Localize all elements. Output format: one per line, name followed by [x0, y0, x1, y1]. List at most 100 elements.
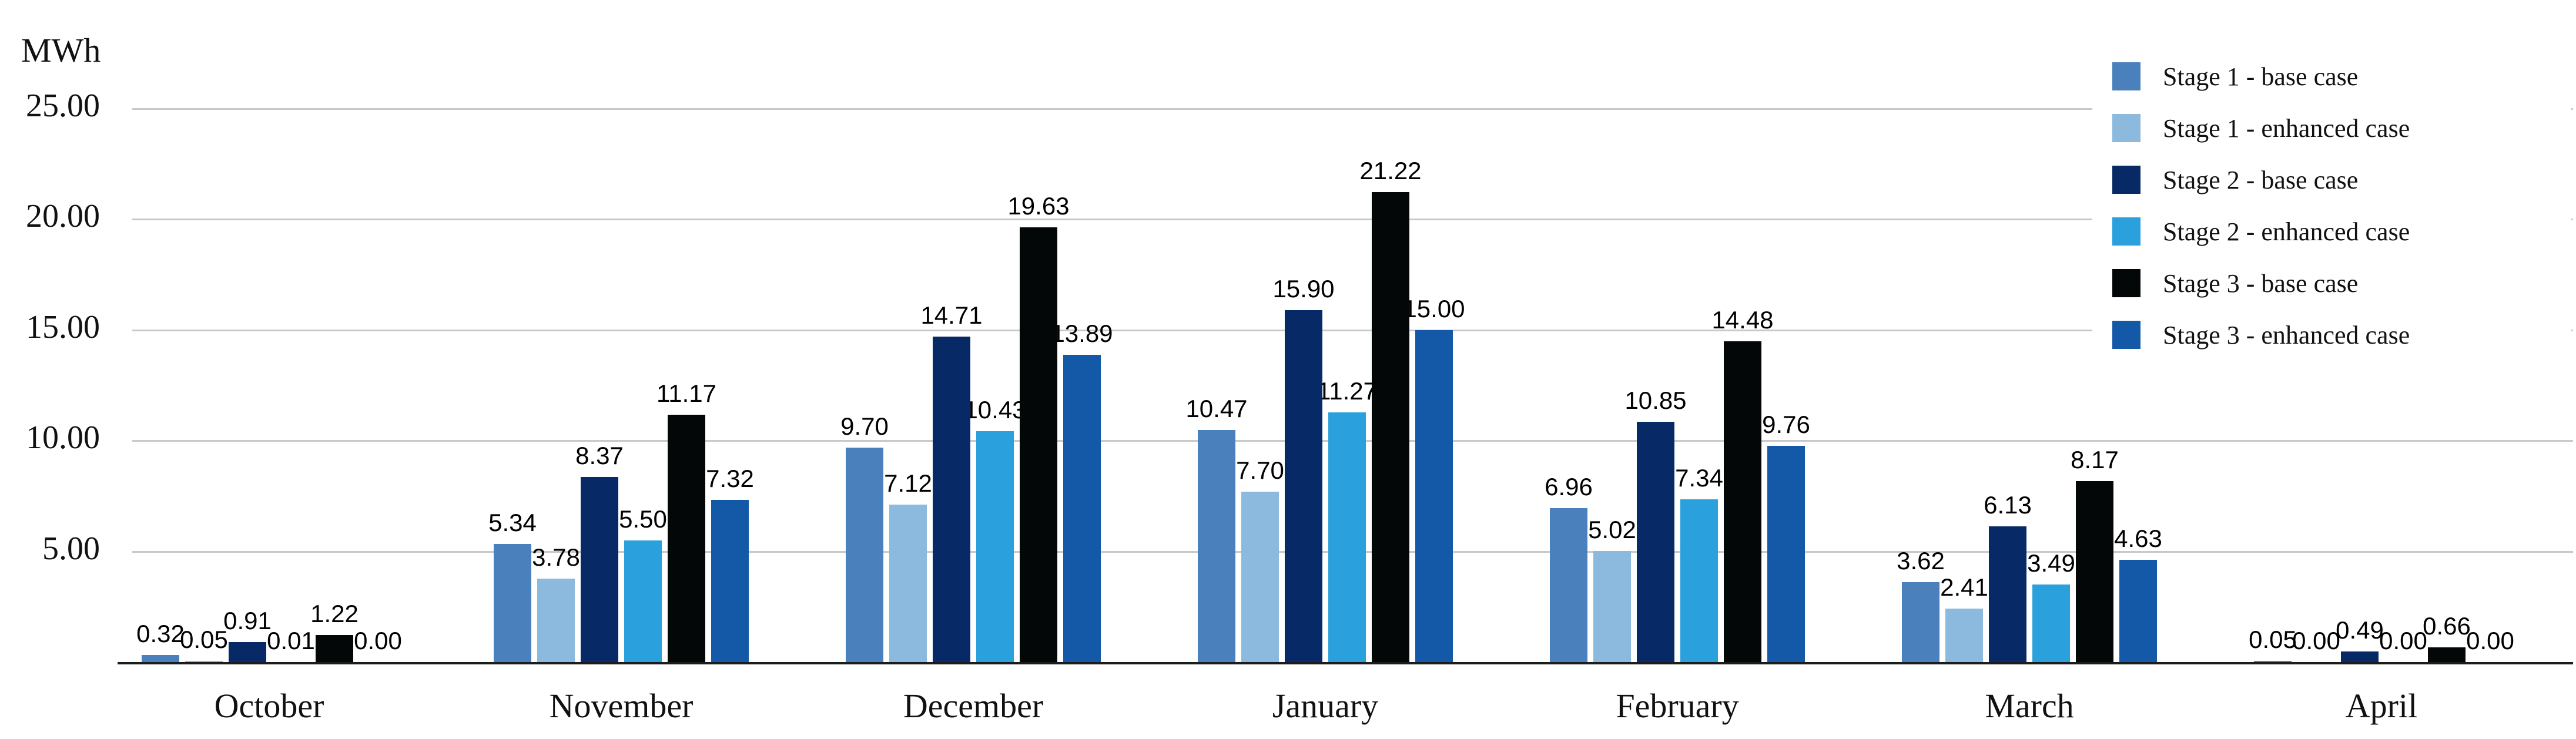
legend: Stage 1 - base case Stage 1 - enhanced ca…: [2092, 31, 2571, 354]
bar-value-label: 11.27: [1317, 377, 1377, 405]
bar-value-label: 7.12: [884, 469, 932, 497]
bar: [2254, 661, 2292, 662]
bar: [846, 448, 883, 662]
bar: [1198, 430, 1235, 662]
bar-value-label: 6.13: [1984, 491, 2032, 519]
bar-value-label: 0.00: [2292, 627, 2340, 654]
bar-value-label: 9.70: [840, 412, 889, 440]
legend-item: Stage 3 - base case: [2092, 257, 2571, 309]
bar: [1724, 341, 1761, 662]
bar-value-label: 4.63: [2114, 525, 2162, 552]
legend-label: Stage 3 - base case: [2163, 268, 2359, 298]
bar-value-label: 1.22: [310, 600, 359, 627]
bar: [976, 431, 1014, 662]
bar-value-label: 9.76: [1762, 411, 1810, 438]
x-axis-category-label: November: [549, 687, 694, 725]
bar-value-label: 8.17: [2071, 446, 2119, 473]
bar-value-label: 0.00: [354, 627, 402, 654]
bar-value-label: 10.85: [1624, 387, 1687, 414]
bar-value-label: 10.43: [964, 396, 1026, 424]
bar-value-label: 3.78: [532, 543, 580, 571]
bar: [1945, 609, 1983, 662]
bar-value-label: 0.05: [2249, 626, 2297, 653]
legend-item: Stage 2 - enhanced case: [2092, 206, 2571, 257]
bar: [2032, 585, 2070, 662]
bar: [711, 500, 749, 662]
bar-value-label: 0.66: [2423, 612, 2471, 640]
legend-item: Stage 1 - base case: [2092, 51, 2571, 102]
bar-value-label: 5.34: [488, 509, 537, 536]
bar: [1593, 551, 1631, 662]
bar: [1285, 310, 1322, 662]
legend-swatch: [2112, 321, 2140, 349]
legend-label: Stage 2 - base case: [2163, 165, 2359, 194]
bar-value-label: 7.70: [1236, 456, 1284, 484]
bar: [1372, 192, 1409, 662]
legend-swatch: [2112, 217, 2140, 246]
bar: [1063, 355, 1101, 662]
bar: [1550, 508, 1587, 662]
bar: [229, 642, 266, 662]
bar: [494, 544, 531, 662]
bar-value-label: 7.34: [1675, 464, 1723, 492]
legend-item: Stage 3 - enhanced case: [2092, 309, 2571, 361]
bar-value-label: 10.47: [1185, 395, 1248, 422]
bar-value-label: 3.62: [1897, 547, 1945, 575]
bar: [1637, 422, 1674, 662]
legend-label: Stage 2 - enhanced case: [2163, 217, 2410, 246]
bar: [1902, 582, 1939, 662]
bar-value-label: 14.71: [920, 301, 983, 329]
bar-value-label: 7.32: [706, 465, 754, 492]
bar: [185, 661, 223, 662]
bar: [1328, 412, 1366, 662]
bar: [624, 540, 662, 662]
bar-value-label: 14.48: [1711, 306, 1774, 334]
legend-label: Stage 1 - enhanced case: [2163, 113, 2410, 143]
legend-swatch: [2112, 114, 2140, 142]
bar-value-label: 6.96: [1545, 473, 1593, 500]
bar: [1020, 227, 1057, 662]
bar: [142, 655, 179, 662]
bar-value-label: 0.32: [136, 620, 185, 647]
bar: [2076, 481, 2113, 662]
legend-swatch: [2112, 269, 2140, 297]
y-axis-tick-label: 5.00: [42, 530, 100, 567]
x-axis-category-label: March: [1985, 687, 2074, 725]
y-axis-tick-label: 25.00: [26, 88, 100, 124]
bar: [2119, 560, 2157, 662]
bar: [316, 635, 353, 662]
gridline: [132, 108, 2573, 110]
y-axis-unit-label: MWh: [21, 31, 101, 69]
bar-value-label: 0.01: [267, 627, 315, 654]
gridline: [132, 219, 2573, 221]
legend-swatch: [2112, 166, 2140, 194]
bar-value-label: 2.41: [1940, 573, 1988, 601]
x-axis-category-label: December: [903, 687, 1044, 725]
bar: [889, 505, 927, 662]
y-axis-tick-label: 20.00: [26, 198, 100, 235]
bar-value-label: 0.00: [2466, 627, 2514, 654]
x-axis-category-label: February: [1616, 687, 1739, 725]
bar-value-label: 19.63: [1007, 192, 1070, 220]
legend-label: Stage 1 - base case: [2163, 62, 2359, 91]
bar-value-label: 0.91: [223, 607, 272, 634]
bar: [668, 415, 705, 662]
bar: [2341, 651, 2379, 662]
bar-value-label: 11.17: [656, 379, 716, 407]
bar: [1767, 446, 1805, 662]
bar: [1680, 499, 1718, 662]
legend-item: Stage 1 - enhanced case: [2092, 102, 2571, 154]
bar-value-label: 8.37: [575, 442, 624, 469]
bar-value-label: 21.22: [1359, 157, 1422, 184]
x-axis-line: [118, 662, 2573, 664]
y-axis-tick-label: 10.00: [26, 419, 100, 456]
bar-value-label: 3.49: [2027, 549, 2075, 577]
legend-swatch: [2112, 62, 2140, 90]
gridline: [132, 329, 2573, 331]
bar-value-label: 15.90: [1272, 275, 1335, 303]
bar: [2428, 647, 2466, 662]
bar-value-label: 5.02: [1588, 516, 1636, 543]
bar-value-label: 5.50: [619, 505, 667, 533]
bar-value-label: 0.00: [2379, 627, 2427, 654]
bar-value-label: 13.89: [1051, 320, 1113, 347]
